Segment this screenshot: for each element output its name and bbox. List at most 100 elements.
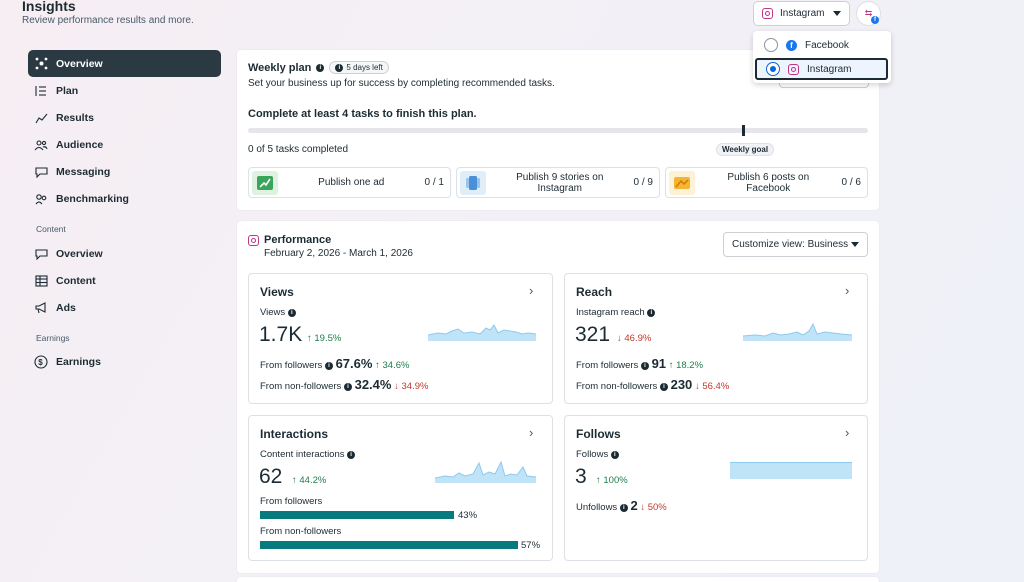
sidebar-item-label: Benchmarking bbox=[56, 192, 129, 205]
sidebar-item-audience[interactable]: Audience bbox=[28, 131, 221, 158]
from-non-followers-label: From non-followers bbox=[260, 381, 342, 392]
sidebar-section-content: Content bbox=[36, 224, 66, 234]
posts-icon bbox=[669, 170, 695, 195]
info-icon[interactable]: i bbox=[324, 362, 333, 370]
from-non-followers-change: 56.4% bbox=[702, 381, 730, 392]
views-title: Views bbox=[260, 285, 294, 299]
info-icon[interactable]: i bbox=[640, 362, 649, 370]
weekly-plan-goal: Complete at least 4 tasks to finish this… bbox=[248, 108, 477, 120]
sidebar-item-content-overview[interactable]: Overview bbox=[28, 240, 221, 267]
from-non-followers-value: 230 bbox=[670, 377, 693, 392]
info-icon[interactable]: i bbox=[287, 309, 296, 317]
views-sparkline bbox=[428, 324, 536, 341]
info-icon[interactable]: i bbox=[659, 383, 668, 391]
sidebar-item-ads[interactable]: Ads bbox=[28, 294, 221, 321]
facebook-icon: f bbox=[786, 39, 797, 51]
reach-sub-label: Instagram reach bbox=[576, 307, 645, 318]
task-label: Publish one ad bbox=[318, 177, 385, 188]
chevron-down-icon bbox=[851, 242, 859, 247]
sidebar-item-content[interactable]: Content bbox=[28, 267, 221, 294]
sidebar-item-earnings[interactable]: $ Earnings bbox=[28, 348, 221, 375]
sidebar-item-label: Content bbox=[56, 274, 96, 287]
chevron-right-icon[interactable]: › bbox=[845, 283, 850, 298]
clock-info-icon: i bbox=[335, 63, 344, 72]
views-value: 1.7K bbox=[259, 323, 303, 346]
from-followers-value: 67.6% bbox=[335, 356, 373, 371]
sidebar-item-benchmarking[interactable]: Benchmarking bbox=[28, 185, 221, 212]
radio-facebook[interactable] bbox=[764, 38, 778, 52]
interactions-from-followers-label: From followers bbox=[260, 496, 323, 507]
from-followers-pct: 43% bbox=[458, 510, 478, 521]
interactions-change-value: 44.2% bbox=[299, 475, 327, 486]
task-count: 0 / 9 bbox=[633, 177, 653, 188]
account-switcher-button[interactable]: Instagram bbox=[753, 1, 850, 26]
views-sub: Views i bbox=[260, 307, 296, 318]
info-icon[interactable]: i bbox=[343, 383, 352, 391]
task-publish-stories[interactable]: Publish 9 stories on Instagram 0 / 9 bbox=[456, 167, 660, 198]
sidebar-item-label: Earnings bbox=[56, 355, 101, 368]
ad-trend-icon bbox=[252, 170, 278, 195]
views-sub-label: Views bbox=[260, 307, 286, 318]
days-left-text: 5 days left bbox=[346, 63, 383, 72]
info-icon[interactable]: i bbox=[619, 504, 628, 512]
weekly-plan-description: Set your business up for success by comp… bbox=[248, 78, 555, 89]
days-left-badge: i 5 days left bbox=[329, 61, 389, 74]
customize-view-dropdown[interactable]: Customize view: Business bbox=[723, 232, 868, 257]
follows-change: ↑ 100% bbox=[596, 475, 628, 486]
sidebar-item-plan[interactable]: Plan bbox=[28, 77, 221, 104]
facebook-badge-icon: f bbox=[871, 16, 879, 24]
chevron-down-icon bbox=[833, 11, 841, 16]
sidebar-item-results[interactable]: Results bbox=[28, 104, 221, 131]
audience-people-icon bbox=[34, 138, 48, 152]
dropdown-option-instagram[interactable]: Instagram bbox=[755, 58, 888, 80]
performance-header: Performance bbox=[248, 234, 331, 246]
swap-icon: ⇆ bbox=[864, 8, 873, 18]
reach-sub: Instagram reach i bbox=[576, 307, 656, 318]
task-publish-posts[interactable]: Publish 6 posts on Facebook 0 / 6 bbox=[665, 167, 868, 198]
info-icon[interactable]: i bbox=[610, 451, 619, 459]
sidebar-item-label: Ads bbox=[56, 301, 76, 314]
interactions-sparkline bbox=[435, 460, 536, 483]
unfollows-label: Unfollows bbox=[576, 502, 618, 513]
follows-sub-label: Follows bbox=[576, 449, 609, 460]
from-followers-label: From followers bbox=[260, 360, 323, 371]
interactions-sub-label: Content interactions bbox=[260, 449, 345, 460]
reach-sparkline bbox=[743, 322, 852, 341]
sidebar-item-label: Overview bbox=[56, 57, 103, 70]
from-followers-value: 91 bbox=[651, 356, 667, 371]
interactions-from-non-followers-label: From non-followers bbox=[260, 526, 342, 537]
sidebar-item-label: Plan bbox=[56, 84, 79, 97]
weekly-plan-title: Weekly plan bbox=[248, 61, 312, 74]
dollar-icon: $ bbox=[34, 354, 48, 369]
from-non-followers-label: From non-followers bbox=[576, 381, 658, 392]
instagram-icon bbox=[248, 234, 259, 246]
interactions-card[interactable] bbox=[248, 415, 553, 561]
info-icon[interactable]: i bbox=[647, 309, 656, 317]
weekly-plan-progress-bar bbox=[248, 128, 868, 133]
weekly-goal-marker bbox=[742, 125, 745, 136]
reach-change-value: 46.9% bbox=[624, 333, 652, 344]
svg-text:$: $ bbox=[38, 358, 43, 367]
account-dropdown: f Facebook Instagram bbox=[753, 31, 891, 83]
sidebar-item-overview[interactable]: Overview bbox=[28, 50, 221, 77]
views-change-value: 19.5% bbox=[314, 333, 342, 344]
chevron-right-icon[interactable]: › bbox=[529, 425, 534, 440]
info-icon[interactable]: i bbox=[316, 63, 325, 72]
chevron-right-icon[interactable]: › bbox=[529, 283, 534, 298]
follows-card[interactable] bbox=[564, 415, 868, 561]
sidebar-item-messaging[interactable]: Messaging bbox=[28, 158, 221, 185]
page-title: Insights bbox=[22, 0, 76, 14]
task-publish-ad[interactable]: Publish one ad 0 / 1 bbox=[248, 167, 451, 198]
switch-account-button[interactable]: ⇆ f bbox=[856, 1, 881, 26]
follows-sub: Follows i bbox=[576, 449, 619, 460]
dropdown-option-label: Facebook bbox=[805, 39, 849, 51]
follows-change-value: 100% bbox=[603, 475, 628, 486]
sidebar-item-label: Results bbox=[56, 111, 94, 124]
dropdown-option-facebook[interactable]: f Facebook bbox=[755, 34, 888, 56]
sidebar-item-label: Audience bbox=[56, 138, 104, 151]
chevron-right-icon[interactable]: › bbox=[845, 425, 850, 440]
task-count: 0 / 6 bbox=[841, 177, 861, 188]
info-icon[interactable]: i bbox=[347, 451, 356, 459]
interactions-change: ↑ 44.2% bbox=[292, 475, 327, 486]
radio-instagram[interactable] bbox=[766, 62, 780, 76]
